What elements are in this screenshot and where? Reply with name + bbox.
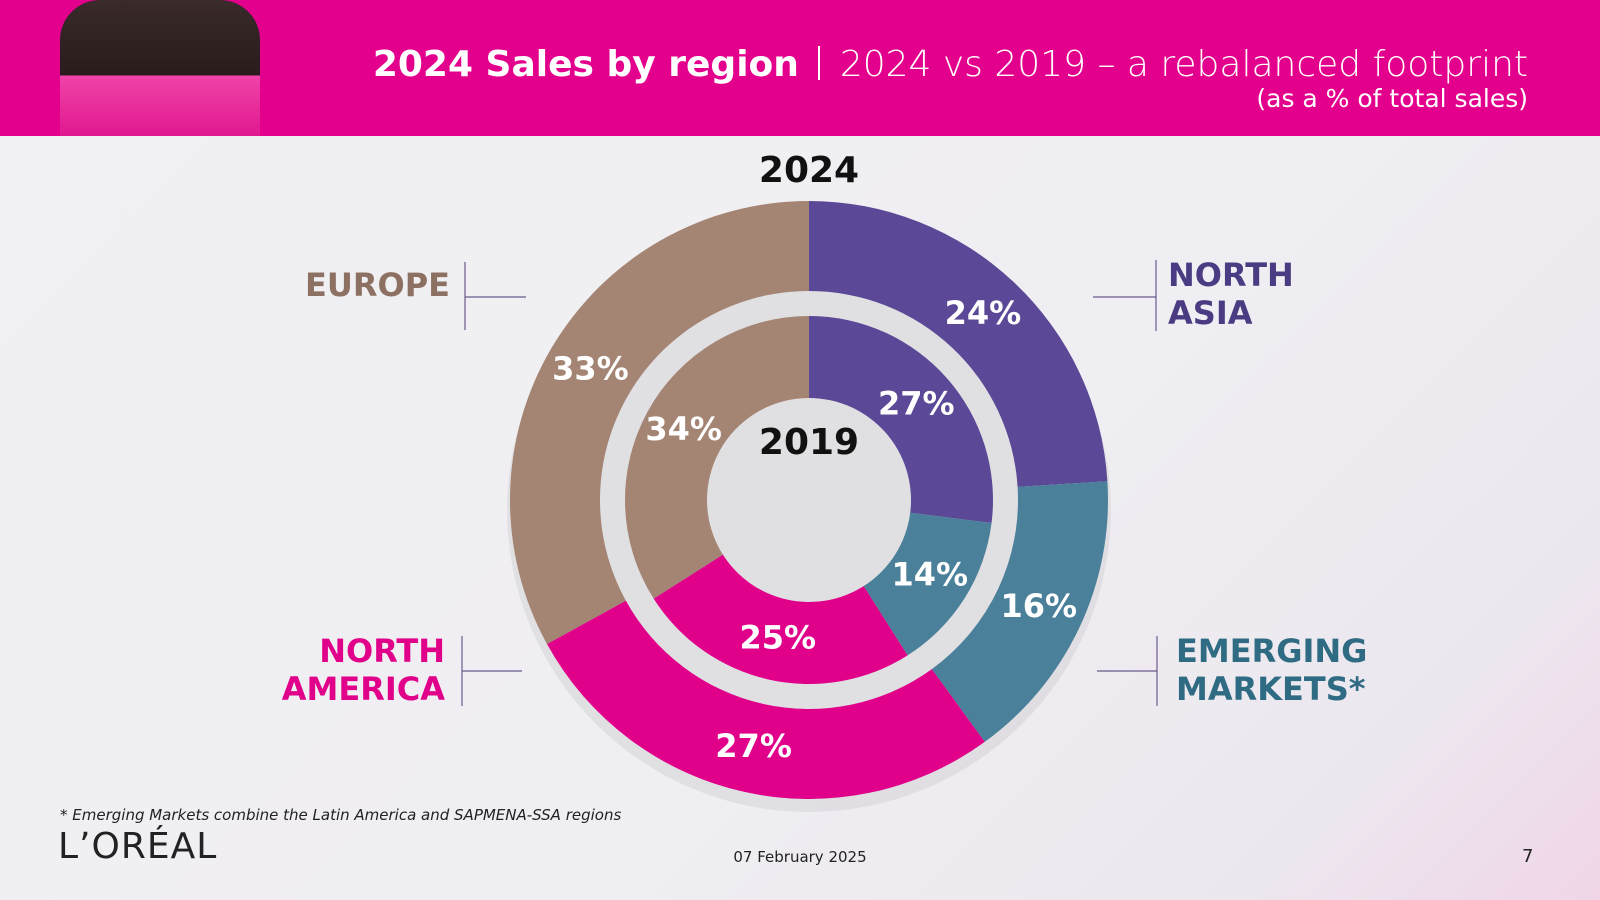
category-label: EUROPE xyxy=(305,266,450,304)
donut-segment xyxy=(625,316,809,599)
category-label: NORTH ASIA xyxy=(1168,256,1294,332)
value-label: 16% xyxy=(1001,587,1078,625)
value-label: 27% xyxy=(878,384,955,422)
value-label: 25% xyxy=(740,619,817,657)
unit-note: (as a % of total sales) xyxy=(1256,84,1528,113)
date: 07 February 2025 xyxy=(733,848,867,866)
subtitle: 2024 vs 2019 – a rebalanced footprint xyxy=(839,44,1528,85)
donut-segment xyxy=(809,201,1108,487)
value-label: 33% xyxy=(552,350,629,388)
ring-title: 2019 xyxy=(759,422,859,463)
donut-segment xyxy=(546,600,985,799)
ring-title: 2024 xyxy=(759,150,859,191)
logo: L’ORÉAL xyxy=(58,826,218,867)
page-number: 7 xyxy=(1522,846,1534,867)
title: 2024 Sales by region xyxy=(372,44,799,85)
category-label: EMERGING MARKETS* xyxy=(1176,632,1368,708)
donut-segment xyxy=(653,554,908,684)
separator xyxy=(818,46,821,80)
value-label: 34% xyxy=(645,410,722,448)
model-photo xyxy=(60,0,260,136)
donut-segment xyxy=(931,481,1108,742)
title-line: 2024 Sales by region 2024 vs 2019 – a re… xyxy=(373,44,1528,85)
value-label: 14% xyxy=(891,556,968,594)
value-label: 24% xyxy=(945,294,1022,332)
footnote: * Emerging Markets combine the Latin Ame… xyxy=(60,806,622,824)
donut-segment xyxy=(510,201,809,645)
category-label: NORTH AMERICA xyxy=(281,632,445,708)
donut-segment xyxy=(863,512,992,656)
header-band xyxy=(0,0,1600,136)
connectors xyxy=(461,260,1158,706)
donut-segment xyxy=(809,316,994,524)
value-label: 27% xyxy=(715,727,792,765)
